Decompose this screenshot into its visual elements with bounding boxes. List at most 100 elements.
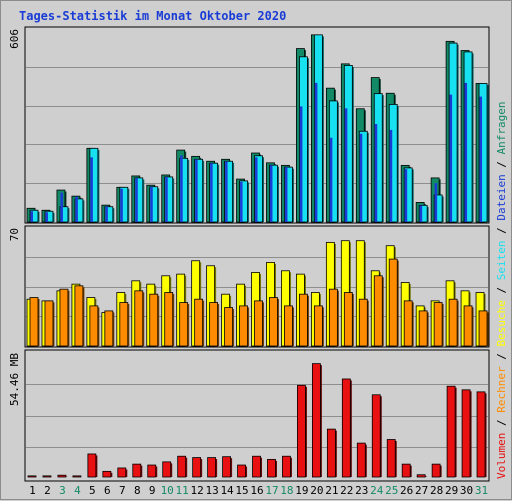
bar-dateien-day-29	[450, 95, 453, 222]
day-label-29: 29	[445, 484, 458, 497]
legend-besuche: Besuche	[495, 300, 508, 346]
bar-rechner-day-12	[195, 299, 203, 346]
bar-dateien-day-1	[31, 211, 34, 222]
bar-rechner-day-16	[255, 301, 263, 346]
legend-separator: /	[495, 347, 508, 367]
y-max-label-bottom: 54.46 MB	[8, 353, 21, 406]
bar-dateien-day-9	[150, 187, 153, 222]
bar-dateien-day-30	[465, 83, 468, 222]
day-label-1: 1	[29, 484, 36, 497]
bar-rechner-day-22	[344, 293, 352, 346]
day-label-18: 18	[280, 484, 293, 497]
bar-dateien-day-15	[240, 182, 243, 222]
day-label-27: 27	[415, 484, 428, 497]
bar-rechner-day-24	[374, 276, 382, 346]
bar-rechner-day-15	[240, 306, 248, 346]
day-label-9: 9	[149, 484, 156, 497]
day-label-11: 11	[176, 484, 189, 497]
bar-volumen-day-14	[223, 457, 231, 477]
bar-rechner-day-28	[434, 303, 442, 346]
bar-volumen-day-30	[462, 390, 470, 477]
bar-dateien-day-31	[480, 97, 483, 222]
bar-rechner-day-13	[210, 303, 218, 346]
bar-volumen-day-13	[208, 458, 216, 477]
bar-volumen-day-15	[238, 465, 246, 477]
bar-volumen-day-23	[357, 443, 365, 477]
bar-dateien-day-5	[90, 157, 93, 222]
bar-volumen-day-22	[342, 379, 350, 477]
bar-dateien-day-16	[255, 157, 257, 222]
bar-rechner-day-25	[389, 259, 397, 346]
bar-dateien-day-14	[225, 161, 228, 222]
bar-rechner-day-2	[45, 301, 53, 346]
day-label-12: 12	[191, 484, 204, 497]
bar-dateien-day-18	[285, 167, 288, 222]
bar-volumen-day-5	[88, 454, 96, 477]
bar-volumen-day-24	[372, 395, 380, 477]
bar-volumen-day-9	[148, 465, 156, 477]
day-label-23: 23	[355, 484, 368, 497]
bar-volumen-day-10	[163, 462, 171, 477]
bar-rechner-day-14	[225, 308, 233, 346]
bar-volumen-day-6	[103, 471, 111, 477]
bar-dateien-day-26	[405, 169, 408, 222]
day-label-6: 6	[104, 484, 111, 497]
bar-dateien-day-4	[75, 197, 78, 222]
day-label-31: 31	[475, 484, 488, 497]
bar-volumen-day-11	[178, 456, 186, 477]
bar-volumen-day-3	[58, 475, 66, 477]
y-max-label-middle: 70	[8, 228, 21, 241]
legend-seiten: Seiten	[495, 241, 508, 281]
bar-rechner-day-10	[165, 293, 173, 346]
bar-volumen-day-7	[118, 468, 126, 477]
legend-rechner: Rechner	[495, 366, 508, 413]
bar-dateien-day-21	[330, 138, 333, 222]
day-label-10: 10	[161, 484, 174, 497]
day-label-5: 5	[89, 484, 96, 497]
day-label-8: 8	[134, 484, 141, 497]
day-label-16: 16	[250, 484, 263, 497]
bar-volumen-day-12	[193, 458, 201, 477]
bar-dateien-day-28	[435, 183, 438, 222]
bar-dateien-day-3	[60, 193, 63, 222]
day-label-7: 7	[119, 484, 126, 497]
legend-separator: /	[495, 280, 508, 300]
bar-volumen-day-31	[477, 392, 485, 477]
day-label-15: 15	[235, 484, 248, 497]
bar-volumen-day-20	[312, 364, 320, 477]
bar-volumen-day-29	[447, 386, 455, 477]
bar-rechner-day-8	[135, 291, 143, 346]
day-label-3: 3	[59, 484, 66, 497]
bar-rechner-day-31	[479, 311, 487, 346]
day-label-2: 2	[44, 484, 51, 497]
bar-dateien-day-2	[45, 212, 48, 222]
bar-rechner-day-4	[75, 286, 83, 346]
legend-volumen: Volumen	[495, 433, 508, 479]
bar-dateien-day-20	[315, 83, 318, 222]
day-label-13: 13	[205, 484, 218, 497]
bar-rechner-day-17	[269, 298, 277, 346]
bar-dateien-day-24	[375, 124, 378, 222]
bar-rechner-day-18	[284, 306, 292, 346]
bar-volumen-day-26	[402, 464, 410, 477]
day-label-20: 20	[310, 484, 323, 497]
bar-volumen-day-19	[297, 385, 305, 477]
bar-rechner-day-3	[60, 289, 68, 346]
bar-volumen-day-2	[43, 476, 51, 477]
series-legend: Volumen / Rechner / Besuche / Seiten / D…	[495, 101, 508, 479]
bar-volumen-day-1	[28, 476, 36, 477]
legend-dateien: Dateien	[495, 174, 508, 220]
bar-dateien-day-13	[210, 163, 213, 222]
bar-volumen-day-28	[432, 464, 440, 477]
bar-rechner-day-6	[105, 311, 113, 346]
day-label-19: 19	[295, 484, 308, 497]
bar-dateien-day-11	[180, 155, 183, 222]
bar-volumen-day-4	[73, 476, 81, 477]
day-label-25: 25	[385, 484, 398, 497]
day-label-4: 4	[74, 484, 81, 497]
bar-volumen-day-27	[417, 475, 425, 477]
legend-anfragen: Anfragen	[495, 101, 508, 154]
y-max-label-top: 606	[8, 29, 21, 49]
day-label-14: 14	[220, 484, 234, 497]
